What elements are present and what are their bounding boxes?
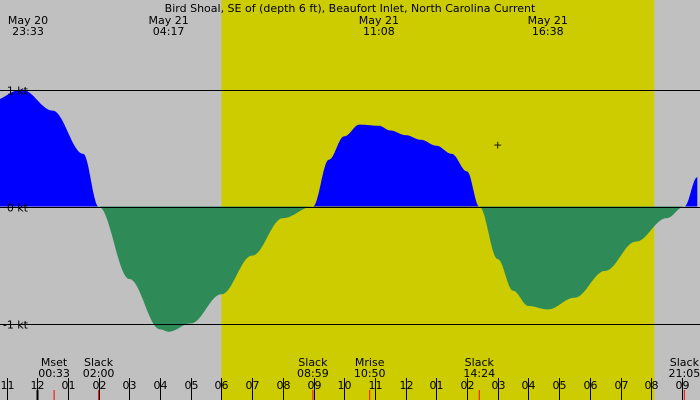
flood-current-area: [312, 124, 480, 207]
flood-current-area: [0, 89, 99, 207]
hour-tick-label: 07: [615, 379, 629, 392]
top-time-label: 11:08: [363, 25, 395, 38]
y-tick-label: 1 kt: [7, 85, 29, 98]
y-tick-label: -1 kt: [3, 319, 29, 332]
hour-tick-label: 11: [369, 379, 383, 392]
event-time-label: 10:50: [354, 367, 386, 380]
top-date-label: May 21: [528, 14, 568, 27]
event-time-label: 08:59: [297, 367, 329, 380]
chart-title: Bird Shoal, SE of (depth 6 ft), Beaufort…: [165, 2, 536, 15]
flood-current-area: [684, 177, 698, 207]
top-time-label: 16:38: [532, 25, 564, 38]
y-tick-label: 0 kt: [7, 202, 29, 215]
top-date-label: May 21: [359, 14, 399, 27]
current-time-marker: +: [493, 138, 502, 151]
ebb-current-area: [479, 206, 685, 310]
hour-tick-label: 10: [338, 379, 352, 392]
hour-tick-label: 01: [430, 379, 444, 392]
ebb-current-area: [98, 206, 313, 332]
hour-tick-label: 09: [308, 379, 322, 392]
hour-tick-label: 07: [246, 379, 260, 392]
hour-tick-label: 04: [154, 379, 168, 392]
hour-tick-label: 11: [1, 379, 15, 392]
event-name-label: Slack: [465, 356, 495, 369]
event-time-label: 14:24: [463, 367, 495, 380]
event-time-label: 00:33: [38, 367, 70, 380]
hour-tick-label: 12: [400, 379, 414, 392]
hour-tick-label: 02: [461, 379, 475, 392]
hour-tick-label: 09: [676, 379, 690, 392]
hour-tick-label: 08: [645, 379, 659, 392]
event-name-label: Slack: [670, 356, 700, 369]
hour-tick-label: 05: [553, 379, 567, 392]
hour-tick-label: 03: [492, 379, 506, 392]
top-date-label: May 20: [8, 14, 48, 27]
top-time-label: 04:17: [153, 25, 185, 38]
hour-tick-label: 05: [185, 379, 199, 392]
top-date-label: May 21: [148, 14, 188, 27]
event-name-label: Mrise: [355, 356, 385, 369]
event-time-label: 02:00: [83, 367, 115, 380]
event-time-label: 21:05: [669, 367, 700, 380]
top-time-label: 23:33: [12, 25, 44, 38]
hour-tick-label: 08: [277, 379, 291, 392]
hour-tick-label: 06: [584, 379, 598, 392]
event-name-label: Slack: [84, 356, 114, 369]
hour-tick-label: 12: [31, 379, 45, 392]
hour-tick-label: 03: [123, 379, 137, 392]
event-name-label: Mset: [41, 356, 68, 369]
hour-tick-label: 04: [522, 379, 536, 392]
hour-tick-label: 01: [62, 379, 76, 392]
hour-tick-label: 06: [215, 379, 229, 392]
hour-tick-label: 02: [93, 379, 107, 392]
event-name-label: Slack: [298, 356, 328, 369]
